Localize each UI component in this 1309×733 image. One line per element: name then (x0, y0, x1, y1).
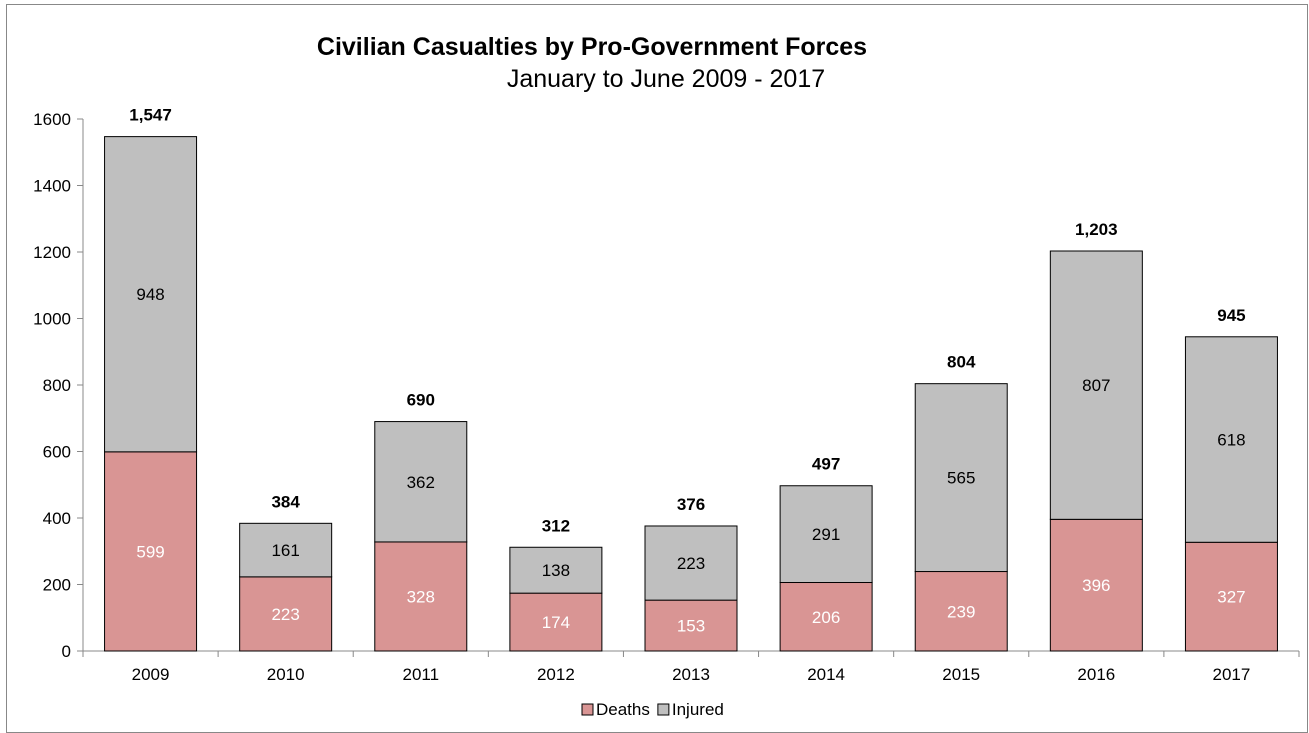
total-label: 1,203 (1075, 220, 1118, 239)
data-label-deaths: 206 (812, 608, 840, 627)
bar-injured-2010 (239, 522, 333, 578)
total-label: 384 (271, 492, 300, 511)
legend-label-deaths: Deaths (596, 700, 650, 719)
bar-deaths-2011 (374, 541, 468, 652)
bar-deaths-2017 (1184, 541, 1278, 652)
x-tick-label: 2016 (1077, 665, 1115, 684)
x-tick-label: 2013 (672, 665, 710, 684)
legend: Deaths Injured (581, 700, 724, 719)
x-tick-label: 2012 (537, 665, 575, 684)
total-label: 690 (407, 391, 435, 410)
legend-swatch-injured (657, 703, 670, 716)
axes: 0 200 400 600 800 1000 1200 1400 1600 2009 2010 201… (33, 110, 1300, 684)
data-label-injured: 565 (947, 469, 975, 488)
bar-deaths-2013 (644, 599, 738, 652)
x-tick-label: 2014 (807, 665, 845, 684)
y-tick-label: 800 (43, 376, 71, 395)
data-label-deaths: 328 (407, 587, 435, 606)
total-label: 497 (812, 455, 840, 474)
data-label-deaths: 599 (136, 542, 164, 561)
bar-injured-2017 (1184, 336, 1278, 543)
bar-deaths-2010 (239, 576, 333, 652)
bar-injured-2016 (1049, 250, 1143, 520)
y-tick-label: 600 (43, 443, 71, 462)
x-tick-label: 2010 (267, 665, 305, 684)
legend-swatch-deaths (581, 703, 594, 716)
data-label-deaths: 396 (1082, 576, 1110, 595)
total-label: 376 (677, 495, 705, 514)
data-label-injured: 161 (271, 541, 299, 560)
data-label-deaths: 223 (271, 605, 299, 624)
y-tick-label: 1000 (33, 310, 71, 329)
x-tick-label: 2011 (402, 665, 439, 684)
y-tick-label: 400 (43, 509, 71, 528)
bar-deaths-2016 (1049, 518, 1143, 652)
bar-injured-2015 (914, 383, 1008, 573)
data-label-deaths: 327 (1217, 588, 1245, 607)
y-tick-label: 1400 (33, 177, 71, 196)
data-label-injured: 223 (677, 554, 705, 573)
data-label-injured: 618 (1217, 431, 1245, 450)
bar-injured-2013 (644, 525, 738, 601)
bar-injured-2009 (104, 136, 198, 453)
y-tick-label: 200 (43, 576, 71, 595)
bar-injured-2014 (779, 485, 873, 584)
data-label-injured: 362 (407, 473, 435, 492)
legend-label-injured: Injured (672, 700, 724, 719)
bar-deaths-2014 (779, 582, 873, 652)
y-tick-label: 0 (62, 642, 71, 661)
bar-deaths-2012 (509, 592, 603, 652)
chart-title: Civilian Casualties by Pro-Government Fo… (317, 33, 867, 61)
bar-injured-2012 (509, 546, 603, 594)
total-label: 804 (947, 353, 976, 372)
total-label: 1,547 (129, 106, 172, 125)
x-tick-label: 2017 (1213, 665, 1251, 684)
bar-injured-2011 (374, 421, 468, 543)
x-tick-label: 2015 (942, 665, 980, 684)
bar-deaths-2009 (104, 451, 198, 652)
data-label-injured: 807 (1082, 376, 1110, 395)
x-tick-label: 2009 (132, 665, 170, 684)
total-label: 945 (1217, 306, 1245, 325)
total-label: 312 (542, 516, 570, 535)
y-tick-label: 1600 (33, 110, 71, 129)
data-label-injured: 291 (812, 525, 840, 544)
data-label-injured: 138 (542, 561, 570, 580)
data-label-deaths: 174 (542, 613, 570, 632)
data-label-deaths: 239 (947, 602, 975, 621)
chart-subtitle: January to June 2009 - 2017 (507, 65, 825, 93)
bars: 599 948 1,547 223 161 384 328 362 690 174 138 312 15… (104, 106, 1278, 652)
bar-deaths-2015 (914, 571, 1008, 652)
data-label-deaths: 153 (677, 617, 705, 636)
y-tick-label: 1200 (33, 243, 71, 262)
data-label-injured: 948 (136, 285, 164, 304)
